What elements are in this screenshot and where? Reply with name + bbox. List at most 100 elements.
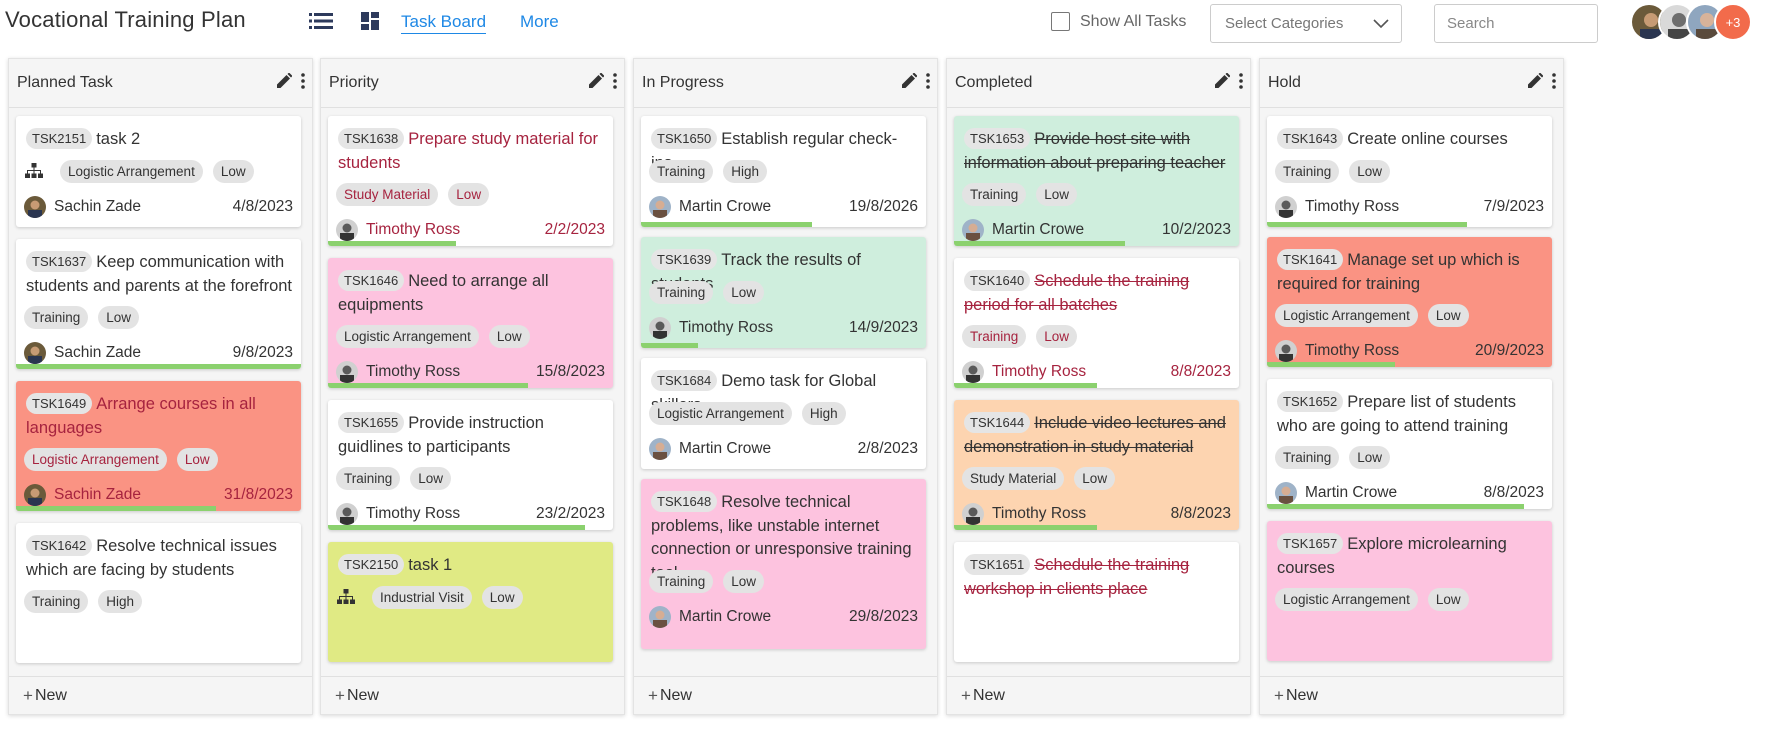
tag: Low: [212, 159, 254, 183]
task-card[interactable]: TSK2150 task 1 Industrial Visit Low: [328, 542, 613, 662]
member-avatars[interactable]: +3: [1630, 3, 1752, 41]
edit-column-icon[interactable]: [1527, 72, 1544, 94]
show-all-label: Show All Tasks: [1080, 12, 1187, 30]
task-tags: Industrial Visit Low: [336, 585, 523, 609]
task-title-line: TSK1653 Provide host site with informatio…: [964, 128, 1231, 175]
edit-column-icon[interactable]: [276, 72, 293, 94]
member-avatar[interactable]: [1630, 3, 1668, 41]
task-card[interactable]: TSK1646 Need to arrange all equipments Lo…: [328, 258, 613, 388]
avatar: [1275, 340, 1297, 362]
task-card[interactable]: TSK1652 Prepare list of students who are …: [1267, 379, 1552, 509]
task-card[interactable]: TSK1640 Schedule the training period for …: [954, 258, 1239, 388]
task-title[interactable]: Schedule the training workshop in client…: [964, 556, 1190, 598]
task-card[interactable]: TSK1657 Explore microlearning courses Log…: [1267, 521, 1552, 661]
tag: High: [723, 159, 768, 183]
task-card[interactable]: TSK1648 Resolve technical problems, like …: [641, 479, 926, 649]
add-new-button[interactable]: + New: [947, 676, 1250, 714]
search-input[interactable]: [1434, 4, 1598, 43]
edit-column-icon[interactable]: [901, 72, 918, 94]
list-view-icon[interactable]: [308, 11, 334, 31]
column-cards: TSK1653 Provide host site with informatio…: [947, 109, 1250, 676]
column-cards: TSK2151 task 2 Logistic Arrangement Low Sa…: [9, 109, 312, 676]
add-new-label: New: [346, 686, 379, 704]
more-options-icon[interactable]: [925, 72, 931, 94]
task-title[interactable]: Explore microlearning courses: [1277, 535, 1507, 577]
column-header: In Progress: [634, 59, 937, 108]
assignee-name: Timothy Ross: [992, 363, 1087, 380]
task-title-line: TSK1649 Arrange courses in all languages: [26, 393, 293, 440]
dashboard-view-icon[interactable]: [357, 11, 383, 31]
task-card[interactable]: TSK1655 Provide instruction guidlines to …: [328, 400, 613, 530]
task-card[interactable]: TSK1638 Prepare study material for studen…: [328, 116, 613, 246]
show-all-tasks-toggle[interactable]: Show All Tasks: [1051, 12, 1186, 31]
chevron-down-icon: [1373, 18, 1389, 28]
nav-task-board[interactable]: Task Board: [401, 12, 487, 34]
hierarchy-icon: [336, 587, 356, 607]
add-new-button[interactable]: + New: [634, 676, 937, 714]
edit-column-icon[interactable]: [1214, 72, 1231, 94]
task-title[interactable]: Include video lectures and demonstration…: [964, 414, 1226, 456]
column-header: Hold: [1260, 59, 1563, 108]
task-title[interactable]: Resolve technical problems, like unstabl…: [651, 493, 912, 582]
column-header: Planned Task: [9, 59, 312, 108]
task-title[interactable]: Manage set up which is required for trai…: [1277, 251, 1520, 293]
add-new-button[interactable]: + New: [321, 676, 624, 714]
task-title[interactable]: Resolve technical issues which are facin…: [26, 537, 277, 579]
avatar: [1275, 482, 1297, 504]
task-card[interactable]: TSK1641 Manage set up which is required f…: [1267, 237, 1552, 367]
task-card[interactable]: TSK1644 Include video lectures and demons…: [954, 400, 1239, 530]
more-members-badge[interactable]: +3: [1714, 3, 1752, 41]
task-title[interactable]: task 2: [96, 130, 141, 148]
task-id-badge: TSK1657: [1277, 533, 1344, 554]
tag: Training: [962, 183, 1027, 206]
task-footer: Timothy Ross 8/8/2023: [962, 361, 1231, 383]
tag: Logistic Arrangement: [24, 448, 167, 471]
avatar: [649, 195, 671, 218]
task-card[interactable]: TSK1643 Create online courses Training Low…: [1267, 116, 1552, 227]
task-title[interactable]: Create online courses: [1347, 130, 1508, 148]
more-options-icon[interactable]: [300, 72, 306, 94]
tag: Logistic Arrangement: [336, 325, 479, 348]
avatar: [24, 195, 46, 218]
add-new-button[interactable]: + New: [1260, 676, 1563, 714]
category-select[interactable]: Select Categories: [1210, 4, 1402, 43]
tag: Training: [649, 159, 714, 183]
add-new-button[interactable]: + New: [9, 676, 312, 714]
task-card[interactable]: TSK1649 Arrange courses in all languages …: [16, 381, 301, 511]
tag: Training: [1275, 446, 1340, 469]
task-card[interactable]: TSK1651 Schedule the training workshop in…: [954, 542, 1239, 662]
more-options-icon[interactable]: [1551, 72, 1557, 94]
task-title[interactable]: Keep communication with students and par…: [26, 253, 293, 295]
task-title[interactable]: Arrange courses in all languages: [26, 395, 256, 437]
task-title[interactable]: Prepare list of students who are going t…: [1277, 393, 1516, 435]
task-title-line: TSK1637 Keep communication with students …: [26, 251, 293, 298]
tag: Logistic Arrangement: [1275, 304, 1418, 327]
more-options-icon[interactable]: [1238, 72, 1244, 94]
show-all-checkbox[interactable]: [1051, 12, 1070, 31]
task-title[interactable]: Provide host site with information about…: [964, 130, 1226, 172]
tag: Logistic Arrangement: [1275, 588, 1418, 611]
edit-column-icon[interactable]: [588, 72, 605, 94]
task-card[interactable]: TSK2151 task 2 Logistic Arrangement Low Sa…: [16, 116, 301, 227]
task-tags: Logistic Arrangement Low: [336, 325, 530, 348]
task-card[interactable]: TSK1642 Resolve technical issues which ar…: [16, 523, 301, 663]
task-footer: Sachin Zade 31/8/2023: [24, 484, 293, 506]
task-title[interactable]: Provide instruction guidlines to partici…: [338, 414, 544, 456]
nav-more[interactable]: More: [520, 12, 559, 31]
task-card[interactable]: TSK1653 Provide host site with informatio…: [954, 116, 1239, 246]
task-title[interactable]: Schedule the training period for all bat…: [964, 272, 1190, 314]
due-date: 8/8/2023: [1170, 363, 1231, 380]
tag: Low: [723, 569, 765, 593]
task-title-line: TSK2150 task 1: [338, 554, 605, 578]
tag: Low: [98, 306, 140, 329]
column-title: Planned Task: [17, 74, 113, 91]
task-title[interactable]: Need to arrange all equipments: [338, 272, 549, 314]
plus-icon: +: [1274, 685, 1284, 705]
task-title[interactable]: task 1: [408, 556, 453, 574]
task-title[interactable]: Prepare study material for students: [338, 130, 599, 172]
task-card[interactable]: TSK1637 Keep communication with students …: [16, 239, 301, 369]
more-options-icon[interactable]: [612, 72, 618, 94]
